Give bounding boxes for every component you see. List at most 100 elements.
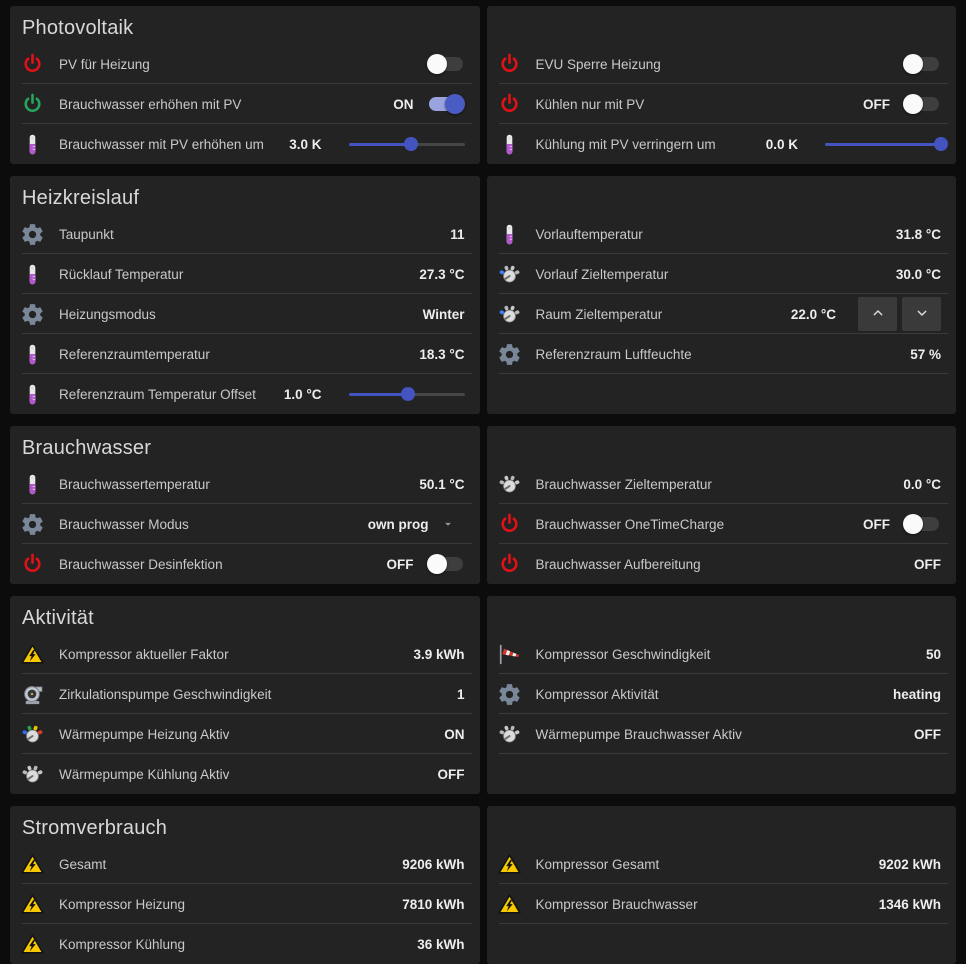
- row-brauchwasser-erhohen-mit-pv[interactable]: Brauchwasser erhöhen mit PV ON: [10, 84, 480, 124]
- slider-knob[interactable]: [404, 137, 419, 151]
- row-referenzraum-temperatur-offset[interactable]: Referenzraum Temperatur Offset 1.0 °C: [10, 374, 480, 414]
- entity-right-group: OFF: [863, 94, 941, 114]
- entity-label: Raum Zieltemperatur: [535, 306, 663, 322]
- entity-right-group: 22.0 °C: [791, 297, 941, 331]
- row-kompressor-brauchwasser[interactable]: Kompressor Brauchwasser 1346 kWh: [487, 884, 957, 924]
- thermometer-icon: [497, 222, 522, 247]
- section-heizkreislauf: Heizkreislauf Taupunkt 11 Rücklauf Tempe…: [10, 176, 956, 414]
- entity-value: OFF: [914, 556, 941, 572]
- mode-select[interactable]: own prog: [368, 517, 465, 532]
- entity-value: heating: [892, 686, 941, 702]
- entity-value: 50: [925, 646, 941, 662]
- entity-label: EVU Sperre Heizung: [535, 56, 661, 72]
- row-vorlauftemperatur[interactable]: Vorlauftemperatur 31.8 °C: [487, 214, 957, 254]
- entity-label: Zirkulationspumpe Geschwindigkeit: [59, 686, 272, 702]
- row-warmepumpe-brauchwasser-aktiv[interactable]: Wärmepumpe Brauchwasser Aktiv OFF: [487, 714, 957, 754]
- entity-right-group: [903, 54, 941, 74]
- row-kompressor-heizung[interactable]: Kompressor Heizung 7810 kWh: [10, 884, 480, 924]
- entity-value: OFF: [914, 726, 941, 742]
- gear-icon: [497, 682, 522, 707]
- slider-fill: [348, 393, 408, 396]
- increase-button[interactable]: [858, 297, 897, 331]
- toggle-switch[interactable]: [903, 514, 941, 534]
- entity-label: Vorlauftemperatur: [535, 226, 643, 242]
- gauge-target-icon: [497, 302, 522, 327]
- section-left-card: Heizkreislauf Taupunkt 11 Rücklauf Tempe…: [10, 176, 480, 414]
- entity-right-group: ON: [393, 94, 465, 114]
- row-raum-zieltemperatur[interactable]: Raum Zieltemperatur 22.0 °C: [487, 294, 957, 334]
- row-brauchwasser-onetimecharge[interactable]: Brauchwasser OneTimeCharge OFF: [487, 504, 957, 544]
- entity-right-group: ON: [444, 727, 464, 742]
- row-brauchwasser-aufbereitung[interactable]: Brauchwasser Aufbereitung OFF: [487, 544, 957, 584]
- row-brauchwassertemperatur[interactable]: Brauchwassertemperatur 50.1 °C: [10, 464, 480, 504]
- row-kompressor-kuhlung[interactable]: Kompressor Kühlung 36 kWh: [10, 924, 480, 964]
- entity-right-group: heating: [893, 687, 941, 702]
- entity-label: Rücklauf Temperatur: [59, 266, 184, 282]
- toggle-switch[interactable]: [903, 54, 941, 74]
- hazard-icon: [20, 932, 45, 957]
- toggle-knob: [903, 94, 923, 114]
- row-referenzraum-luftfeuchte[interactable]: Referenzraum Luftfeuchte 57 %: [487, 334, 957, 374]
- section-title: Brauchwasser: [22, 437, 152, 459]
- row-rucklauf-temperatur[interactable]: Rücklauf Temperatur 27.3 °C: [10, 254, 480, 294]
- row-kompressor-aktueller-faktor[interactable]: Kompressor aktueller Faktor 3.9 kWh: [10, 634, 480, 674]
- gauge-gray-icon: [497, 722, 522, 747]
- row-kompressor-aktivitat[interactable]: Kompressor Aktivität heating: [487, 674, 957, 714]
- entity-right-group: 3.9 kWh: [413, 647, 464, 662]
- power-red-icon: [497, 552, 522, 577]
- value-slider[interactable]: [348, 135, 465, 153]
- entity-value: ON: [444, 726, 465, 742]
- row-vorlauf-zieltemperatur[interactable]: Vorlauf Zieltemperatur 30.0 °C: [487, 254, 957, 294]
- toggle-switch[interactable]: [426, 554, 465, 574]
- row-gesamt[interactable]: Gesamt 9206 kWh: [10, 844, 480, 884]
- toggle-switch[interactable]: [426, 54, 465, 74]
- row-kuhlung-mit-pv-verringern-um[interactable]: Kühlung mit PV verringern um 0.0 K: [487, 124, 957, 164]
- entity-value: 9202 kWh: [878, 856, 941, 872]
- section-title: Heizkreislauf: [22, 187, 140, 209]
- entity-right-group: 30.0 °C: [896, 267, 941, 282]
- entity-value: 27.3 °C: [419, 266, 465, 282]
- row-zirkulationspumpe-geschwindigkeit[interactable]: Zirkulationspumpe Geschwindigkeit 1: [10, 674, 480, 714]
- entity-right-group: OFF: [863, 514, 941, 534]
- gear-icon: [20, 512, 45, 537]
- slider-knob[interactable]: [934, 137, 948, 151]
- thermometer-icon: [20, 472, 45, 497]
- slider-fill: [348, 143, 412, 146]
- card-spacer: [487, 6, 957, 44]
- row-taupunkt[interactable]: Taupunkt 11: [10, 214, 480, 254]
- entity-right-group: Winter: [423, 307, 465, 322]
- entity-value: 0.0 °C: [903, 476, 941, 492]
- row-brauchwasser-desinfektion[interactable]: Brauchwasser Desinfektion OFF: [10, 544, 480, 584]
- row-kompressor-geschwindigkeit[interactable]: Kompressor Geschwindigkeit 50: [487, 634, 957, 674]
- row-warmepumpe-kuhlung-aktiv[interactable]: Wärmepumpe Kühlung Aktiv OFF: [10, 754, 480, 794]
- entity-right-group: 50: [926, 647, 941, 662]
- entity-right-group: 1: [457, 687, 465, 702]
- entity-right-group: 27.3 °C: [419, 267, 464, 282]
- row-brauchwasser-mit-pv-erhohen-um[interactable]: Brauchwasser mit PV erhöhen um 3.0 K: [10, 124, 480, 164]
- toggle-switch[interactable]: [427, 94, 465, 114]
- decrease-button[interactable]: [902, 297, 941, 331]
- toggle-switch[interactable]: [903, 94, 941, 114]
- slider-knob[interactable]: [400, 387, 415, 401]
- row-evu-sperre-heizung[interactable]: EVU Sperre Heizung: [487, 44, 957, 84]
- row-warmepumpe-heizung-aktiv[interactable]: Wärmepumpe Heizung Aktiv ON: [10, 714, 480, 754]
- entity-label: Vorlauf Zieltemperatur: [535, 266, 669, 282]
- power-red-icon: [20, 552, 45, 577]
- value-slider[interactable]: [348, 385, 465, 403]
- entity-label: Wärmepumpe Heizung Aktiv: [59, 726, 230, 742]
- row-brauchwasser-modus[interactable]: Brauchwasser Modus own prog: [10, 504, 480, 544]
- row-heizungsmodus[interactable]: Heizungsmodus Winter: [10, 294, 480, 334]
- row-referenzraumtemperatur[interactable]: Referenzraumtemperatur 18.3 °C: [10, 334, 480, 374]
- entity-label: Gesamt: [59, 856, 107, 872]
- entity-value: 3.9 kWh: [413, 646, 465, 662]
- row-brauchwasser-zieltemperatur[interactable]: Brauchwasser Zieltemperatur 0.0 °C: [487, 464, 957, 504]
- row-kuhlen-nur-mit-pv[interactable]: Kühlen nur mit PV OFF: [487, 84, 957, 124]
- row-pv-fur-heizung[interactable]: PV für Heizung: [10, 44, 480, 84]
- value-stepper: [858, 297, 941, 331]
- entity-label: Kompressor Geschwindigkeit: [535, 646, 711, 662]
- entity-value: 1346 kWh: [878, 896, 941, 912]
- row-kompressor-gesamt[interactable]: Kompressor Gesamt 9202 kWh: [487, 844, 957, 884]
- entity-value: 7810 kWh: [402, 896, 465, 912]
- entity-label: Brauchwasser mit PV erhöhen um: [59, 136, 264, 152]
- value-slider[interactable]: [825, 135, 948, 153]
